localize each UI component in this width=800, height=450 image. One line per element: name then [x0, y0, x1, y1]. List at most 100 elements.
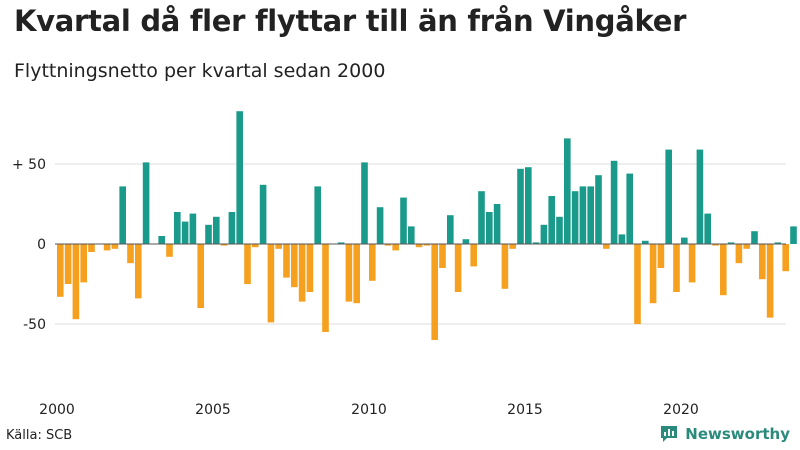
bar	[766, 244, 774, 318]
bar	[369, 244, 376, 281]
bar	[283, 244, 290, 278]
bar	[57, 244, 64, 297]
bar	[291, 244, 298, 288]
bar	[735, 244, 743, 264]
bar	[727, 242, 735, 244]
bar	[267, 244, 275, 323]
y-tick-label: 0	[37, 237, 46, 253]
bar	[103, 244, 111, 251]
bar	[634, 244, 641, 324]
x-tick-label: 2010	[351, 402, 387, 418]
bar	[642, 240, 649, 244]
bar	[673, 244, 680, 292]
bar	[657, 244, 665, 268]
bar	[228, 212, 236, 244]
bar	[72, 244, 80, 320]
x-tick-label: 2000	[39, 402, 75, 418]
bar	[610, 160, 618, 244]
bar	[119, 186, 126, 244]
brand-logo: Newsworthy	[659, 424, 790, 444]
bar	[306, 244, 314, 292]
bar	[166, 244, 173, 257]
bar	[314, 186, 321, 244]
bar	[213, 216, 220, 244]
bar	[556, 216, 563, 244]
bar	[751, 231, 758, 244]
y-tick-label: -50	[23, 317, 46, 333]
bar	[712, 244, 719, 246]
bar	[205, 224, 212, 244]
chart-title: Kvartal då fler flyttar till än från Vin…	[14, 4, 687, 38]
bar	[532, 242, 540, 244]
bar	[181, 221, 189, 244]
bar	[142, 162, 150, 244]
bar	[790, 226, 797, 244]
bar	[470, 244, 477, 267]
bar	[135, 244, 142, 299]
bar	[220, 244, 228, 246]
bar	[259, 184, 267, 244]
bar	[486, 212, 493, 244]
bar	[696, 149, 704, 244]
bar	[525, 167, 532, 244]
bar	[376, 207, 384, 244]
bar	[189, 213, 197, 244]
bar-series	[57, 111, 797, 340]
bar	[174, 212, 181, 244]
bar	[111, 244, 119, 249]
bar	[384, 244, 392, 246]
bar	[408, 226, 415, 244]
bar	[493, 204, 501, 244]
bar	[431, 244, 438, 340]
bar	[587, 186, 594, 244]
bar	[236, 111, 243, 244]
bar	[158, 236, 165, 244]
bar	[361, 162, 368, 244]
x-tick-label: 2015	[507, 402, 543, 418]
bar	[80, 244, 87, 283]
brand-name: Newsworthy	[685, 425, 790, 443]
bar	[759, 244, 766, 280]
chart-subtitle: Flyttningsnetto per kvartal sedan 2000	[14, 60, 386, 82]
bar	[345, 244, 353, 302]
bar	[447, 215, 454, 244]
bar	[252, 244, 259, 248]
bar	[540, 224, 548, 244]
bar	[322, 244, 329, 332]
bar	[244, 244, 251, 284]
bar	[782, 244, 789, 272]
bar	[626, 173, 633, 244]
bar	[64, 244, 72, 284]
bar	[462, 239, 470, 244]
bar	[743, 244, 750, 249]
bar	[337, 242, 345, 244]
bar	[127, 244, 134, 264]
bar	[88, 244, 95, 252]
bar	[665, 149, 672, 244]
source-note: Källa: SCB	[6, 428, 73, 443]
bar	[720, 244, 727, 296]
bar	[603, 244, 610, 249]
bar	[618, 234, 626, 244]
x-tick-label: 2020	[663, 402, 699, 418]
bar	[197, 244, 204, 308]
x-tick-label: 2005	[195, 402, 231, 418]
bar	[571, 191, 579, 244]
bar	[353, 244, 360, 304]
bar	[564, 138, 571, 244]
x-axis-ticks: 2000 2005 2010 2015 2020	[39, 402, 699, 418]
bar	[649, 244, 657, 304]
bar	[704, 213, 711, 244]
bar	[548, 196, 555, 244]
gridlines	[55, 163, 786, 325]
bar	[688, 244, 696, 283]
bar	[415, 244, 423, 248]
bar	[579, 186, 587, 244]
bar	[501, 244, 509, 289]
bar	[478, 191, 485, 244]
y-tick-label: + 50	[12, 157, 46, 173]
newsworthy-logo-icon	[661, 426, 678, 442]
bar	[275, 244, 282, 249]
bar	[509, 244, 516, 249]
